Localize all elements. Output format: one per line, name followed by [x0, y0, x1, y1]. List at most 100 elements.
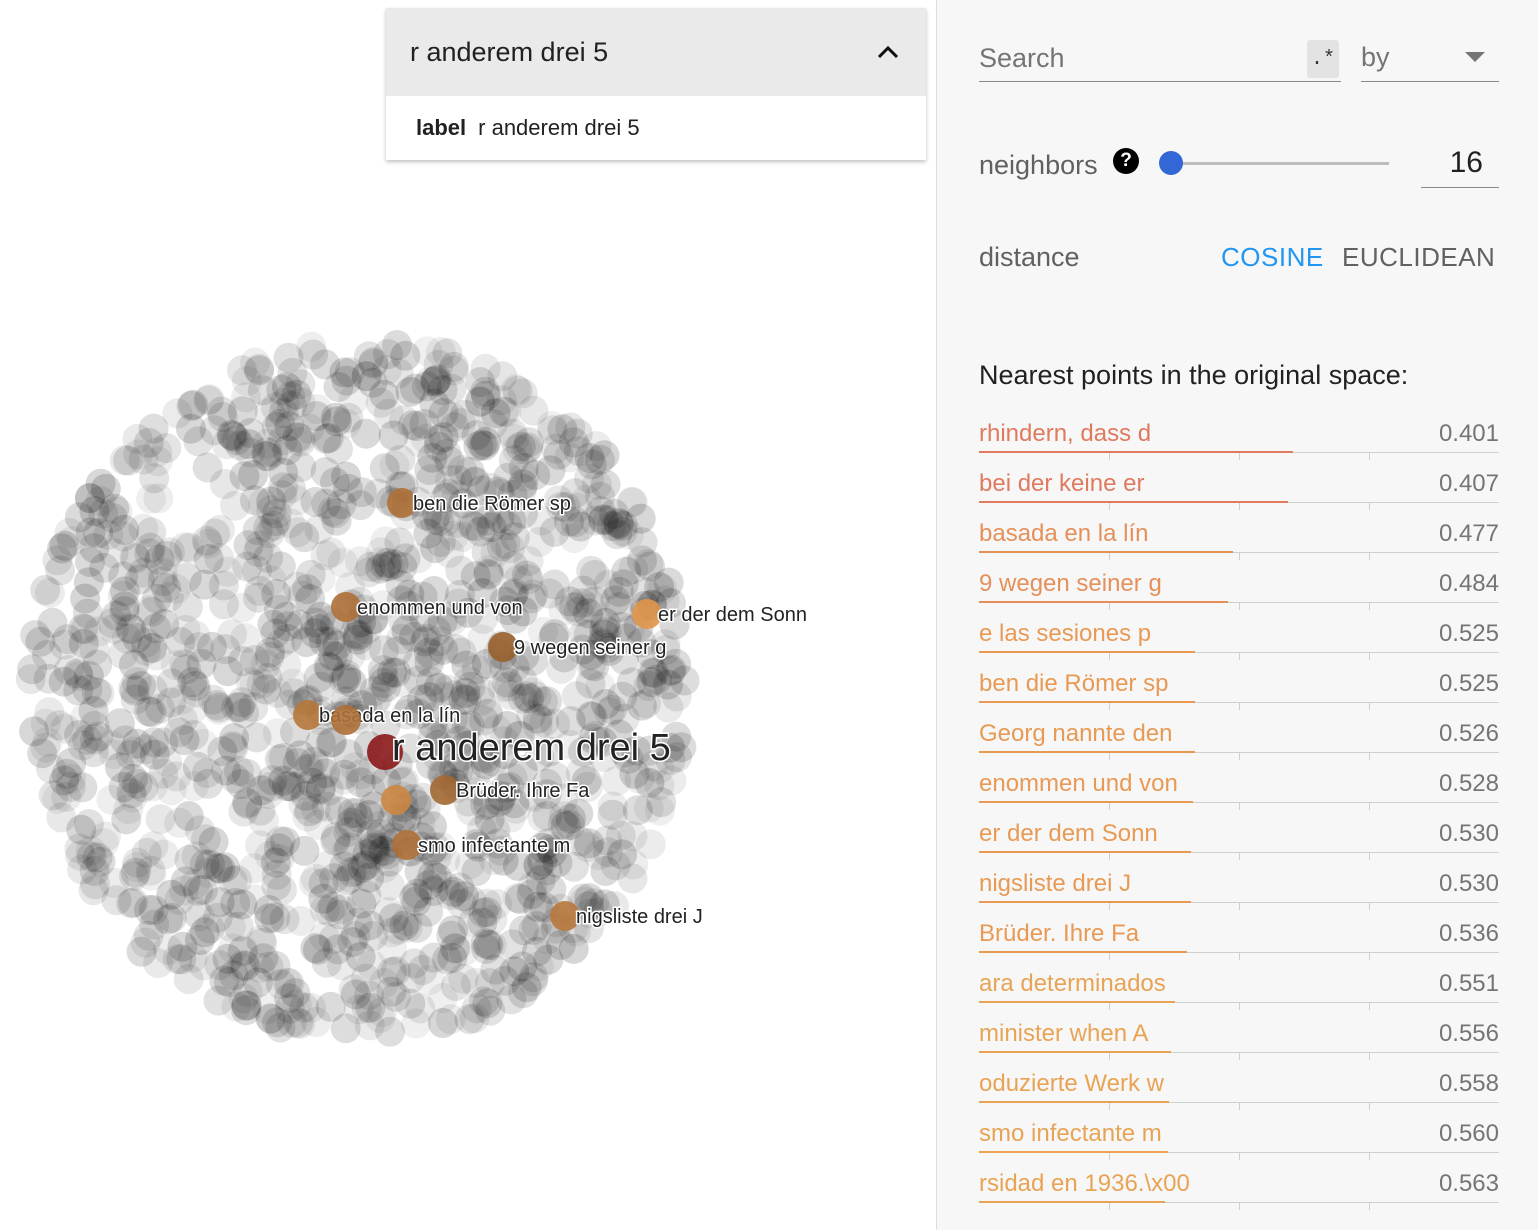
data-point[interactable]: [380, 956, 411, 987]
data-point[interactable]: [247, 375, 278, 406]
data-point[interactable]: [229, 698, 260, 729]
data-point[interactable]: [377, 957, 407, 987]
data-point[interactable]: [575, 639, 606, 670]
data-point[interactable]: [465, 516, 496, 547]
data-point[interactable]: [399, 948, 430, 979]
data-point[interactable]: [345, 759, 376, 790]
data-point[interactable]: [275, 508, 306, 539]
data-point[interactable]: [554, 442, 585, 473]
data-point[interactable]: [622, 795, 653, 826]
data-point[interactable]: [227, 936, 258, 967]
data-point[interactable]: [438, 877, 469, 907]
data-point[interactable]: [653, 567, 684, 598]
data-point[interactable]: [128, 513, 159, 544]
data-point[interactable]: [576, 555, 607, 586]
data-point[interactable]: [560, 507, 591, 537]
data-point[interactable]: [357, 604, 388, 635]
data-point[interactable]: [321, 406, 352, 437]
data-point[interactable]: [173, 964, 204, 995]
data-point[interactable]: [96, 784, 127, 815]
data-point[interactable]: [383, 358, 414, 389]
data-point[interactable]: [231, 990, 262, 1021]
data-point[interactable]: [342, 907, 373, 938]
data-point[interactable]: [286, 452, 317, 482]
data-point[interactable]: [533, 944, 564, 975]
data-point[interactable]: [653, 669, 683, 700]
data-point[interactable]: [161, 573, 192, 604]
data-point[interactable]: [489, 586, 520, 617]
data-point[interactable]: [502, 882, 533, 913]
data-point[interactable]: [386, 624, 417, 654]
data-point[interactable]: [435, 879, 466, 910]
data-point[interactable]: [549, 642, 580, 673]
data-point[interactable]: [44, 710, 75, 741]
data-point[interactable]: [354, 1010, 385, 1041]
data-point[interactable]: [136, 517, 167, 548]
data-point[interactable]: [322, 630, 353, 661]
data-point[interactable]: [430, 844, 461, 875]
data-point[interactable]: [280, 978, 311, 1009]
data-point[interactable]: [108, 561, 139, 592]
data-point[interactable]: [644, 753, 675, 784]
distance-cosine-button[interactable]: COSINE: [1221, 242, 1324, 272]
data-point[interactable]: [252, 663, 283, 694]
data-point[interactable]: [467, 907, 498, 938]
data-point[interactable]: [572, 771, 603, 802]
data-point[interactable]: [334, 832, 365, 863]
data-point[interactable]: [222, 865, 253, 896]
data-point[interactable]: [579, 586, 610, 616]
data-point[interactable]: [504, 884, 535, 914]
data-point[interactable]: [25, 626, 56, 657]
data-point[interactable]: [160, 650, 191, 681]
data-point[interactable]: [253, 951, 284, 982]
data-point[interactable]: [431, 438, 462, 469]
data-point[interactable]: [488, 845, 519, 876]
data-point[interactable]: [417, 709, 448, 740]
data-point[interactable]: [329, 357, 360, 388]
data-point[interactable]: [178, 720, 209, 750]
data-point[interactable]: [420, 365, 451, 396]
data-point[interactable]: [356, 819, 387, 850]
data-point[interactable]: [204, 543, 235, 574]
data-point[interactable]: [261, 498, 292, 529]
data-point[interactable]: [585, 481, 616, 512]
data-point[interactable]: [265, 969, 296, 1000]
data-point[interactable]: [235, 418, 266, 448]
data-point[interactable]: [369, 379, 400, 410]
data-point[interactable]: [491, 397, 522, 428]
data-point[interactable]: [453, 786, 484, 817]
data-point[interactable]: [37, 607, 68, 638]
data-point[interactable]: [267, 425, 298, 456]
data-point[interactable]: [516, 879, 547, 910]
data-point[interactable]: [532, 768, 563, 799]
data-point[interactable]: [423, 349, 454, 380]
data-point[interactable]: [365, 553, 396, 584]
data-point[interactable]: [278, 772, 309, 803]
data-point[interactable]: [131, 837, 162, 868]
data-point[interactable]: [308, 883, 339, 914]
data-point[interactable]: [411, 371, 442, 402]
data-point[interactable]: [228, 935, 259, 966]
data-point[interactable]: [464, 387, 495, 418]
data-point[interactable]: [507, 469, 538, 500]
data-point[interactable]: [540, 433, 571, 464]
data-point[interactable]: [508, 498, 539, 529]
data-point[interactable]: [70, 702, 101, 733]
data-point[interactable]: [182, 751, 213, 782]
data-point[interactable]: [419, 504, 450, 535]
data-point[interactable]: [518, 395, 549, 426]
data-point[interactable]: [122, 852, 152, 883]
data-point[interactable]: [585, 496, 616, 527]
data-point[interactable]: [239, 669, 270, 700]
data-point[interactable]: [351, 418, 381, 449]
data-point[interactable]: [289, 835, 320, 866]
data-point[interactable]: [390, 340, 421, 371]
data-point[interactable]: [314, 653, 345, 684]
data-point[interactable]: [216, 419, 247, 450]
data-point[interactable]: [455, 730, 486, 761]
data-point[interactable]: [456, 795, 487, 826]
data-point[interactable]: [49, 629, 80, 660]
data-point[interactable]: [442, 465, 473, 496]
neighbor-point[interactable]: [392, 830, 422, 860]
data-point[interactable]: [634, 768, 665, 798]
